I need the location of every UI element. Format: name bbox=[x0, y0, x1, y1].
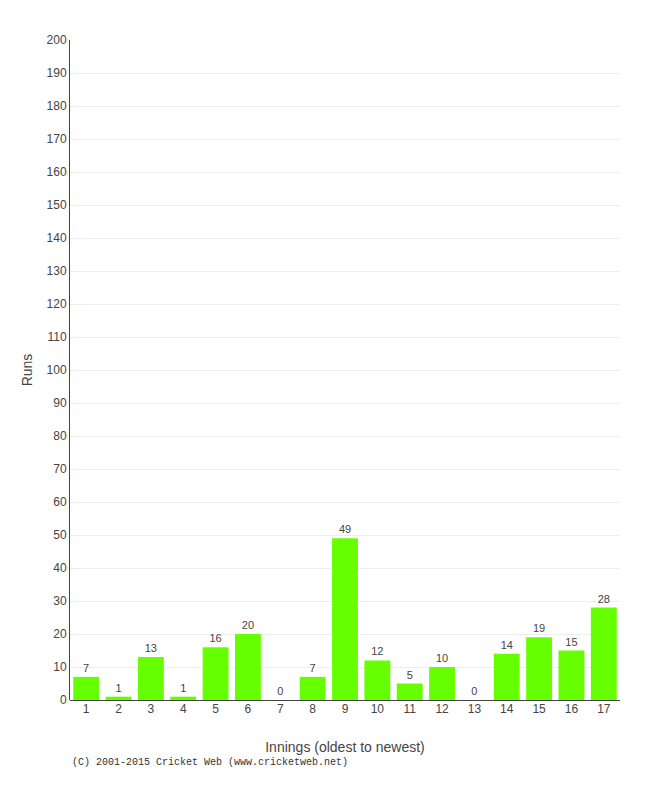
svg-text:15: 15 bbox=[532, 702, 546, 716]
svg-text:49: 49 bbox=[339, 523, 351, 535]
svg-text:8: 8 bbox=[309, 702, 316, 716]
svg-text:90: 90 bbox=[53, 396, 67, 410]
svg-text:5: 5 bbox=[407, 669, 413, 681]
svg-text:7: 7 bbox=[310, 662, 316, 674]
svg-text:40: 40 bbox=[53, 561, 67, 575]
svg-text:10: 10 bbox=[371, 702, 385, 716]
svg-text:100: 100 bbox=[47, 363, 67, 377]
svg-text:17: 17 bbox=[597, 702, 611, 716]
svg-text:60: 60 bbox=[53, 495, 67, 509]
svg-text:110: 110 bbox=[47, 330, 66, 344]
svg-text:14: 14 bbox=[500, 702, 514, 716]
svg-text:7: 7 bbox=[83, 662, 89, 674]
svg-text:30: 30 bbox=[53, 594, 67, 608]
svg-text:150: 150 bbox=[47, 198, 67, 212]
svg-text:11: 11 bbox=[403, 702, 416, 716]
svg-text:50: 50 bbox=[53, 528, 67, 542]
svg-text:1: 1 bbox=[83, 702, 90, 716]
svg-text:80: 80 bbox=[53, 429, 67, 443]
svg-text:5: 5 bbox=[212, 702, 219, 716]
svg-text:28: 28 bbox=[598, 593, 610, 605]
svg-text:140: 140 bbox=[47, 231, 67, 245]
svg-text:14: 14 bbox=[501, 639, 513, 651]
svg-text:12: 12 bbox=[371, 645, 383, 657]
svg-text:Innings (oldest to newest): Innings (oldest to newest) bbox=[265, 739, 425, 755]
svg-text:70: 70 bbox=[53, 462, 67, 476]
svg-text:10: 10 bbox=[436, 652, 448, 664]
svg-text:15: 15 bbox=[565, 636, 577, 648]
svg-text:200: 200 bbox=[47, 33, 67, 47]
svg-text:0: 0 bbox=[60, 693, 67, 707]
svg-text:13: 13 bbox=[145, 642, 157, 654]
svg-text:(C) 2001-2015 Cricket Web (www: (C) 2001-2015 Cricket Web (www.cricketwe… bbox=[72, 757, 348, 768]
svg-text:4: 4 bbox=[180, 702, 187, 716]
svg-text:0: 0 bbox=[471, 685, 477, 697]
svg-text:10: 10 bbox=[53, 660, 67, 674]
svg-text:180: 180 bbox=[47, 99, 67, 113]
svg-text:12: 12 bbox=[435, 702, 449, 716]
svg-text:3: 3 bbox=[148, 702, 155, 716]
svg-text:9: 9 bbox=[342, 702, 349, 716]
svg-text:19: 19 bbox=[533, 622, 545, 634]
svg-text:130: 130 bbox=[47, 264, 67, 278]
svg-text:7: 7 bbox=[277, 702, 284, 716]
svg-text:20: 20 bbox=[53, 627, 67, 641]
svg-text:160: 160 bbox=[47, 165, 67, 179]
svg-text:Runs: Runs bbox=[19, 354, 35, 387]
svg-text:16: 16 bbox=[209, 632, 221, 644]
svg-text:170: 170 bbox=[47, 132, 67, 146]
svg-text:2: 2 bbox=[115, 702, 122, 716]
svg-text:20: 20 bbox=[242, 619, 254, 631]
svg-text:1: 1 bbox=[180, 682, 186, 694]
svg-text:1: 1 bbox=[115, 682, 121, 694]
svg-text:6: 6 bbox=[245, 702, 252, 716]
svg-text:190: 190 bbox=[47, 66, 67, 80]
svg-text:16: 16 bbox=[565, 702, 579, 716]
svg-text:13: 13 bbox=[468, 702, 482, 716]
svg-text:0: 0 bbox=[277, 685, 283, 697]
svg-text:120: 120 bbox=[47, 297, 67, 311]
